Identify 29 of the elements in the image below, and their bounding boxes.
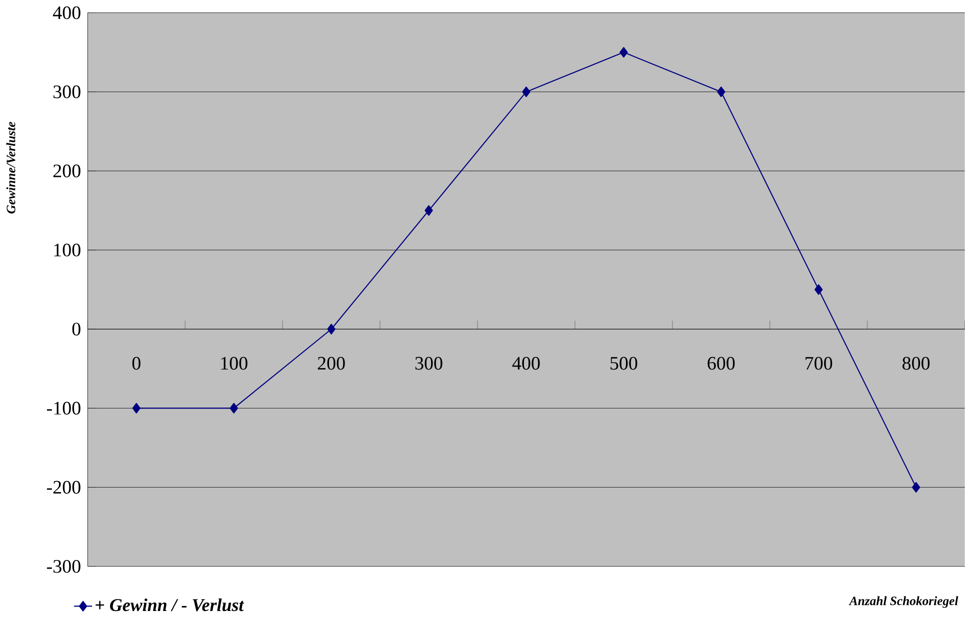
- x-tick-label: 500: [610, 356, 638, 370]
- point: [230, 402, 238, 414]
- point: [132, 402, 141, 414]
- x-tick-label: 0: [132, 356, 140, 370]
- y-tick-label: 100: [54, 244, 80, 256]
- x-tick-label: 300: [415, 356, 442, 370]
- y-tick-label: 400: [52, 6, 80, 20]
- point: [327, 324, 336, 334]
- point: [717, 86, 726, 98]
- y-tick-label: 200: [53, 164, 80, 178]
- y-tick-label: -100: [46, 402, 80, 415]
- x-tick-label: 100: [221, 356, 248, 370]
- x-tick-label: 700: [806, 356, 832, 370]
- x-axis-title: Anzahl Schokoriegel: [848, 596, 958, 608]
- x-tick-label: 800: [902, 356, 930, 370]
- y-tick-label: -300: [46, 560, 80, 573]
- x-tick-label: 600: [708, 356, 735, 370]
- y-tick-label: -200: [46, 480, 80, 494]
- point: [814, 284, 823, 295]
- y-tick-label: 0: [72, 322, 80, 336]
- point: [522, 86, 530, 98]
- x-tick-label: 400: [512, 356, 540, 370]
- x-tick-label: 200: [318, 356, 345, 370]
- y-axis-title: Gewinne/Verluste: [6, 122, 16, 214]
- point: [424, 205, 433, 216]
- legend-label: + Gewinn / - Verlust: [96, 598, 244, 612]
- point: [912, 482, 920, 493]
- y-tick-label: 300: [54, 85, 80, 98]
- point: [620, 46, 628, 58]
